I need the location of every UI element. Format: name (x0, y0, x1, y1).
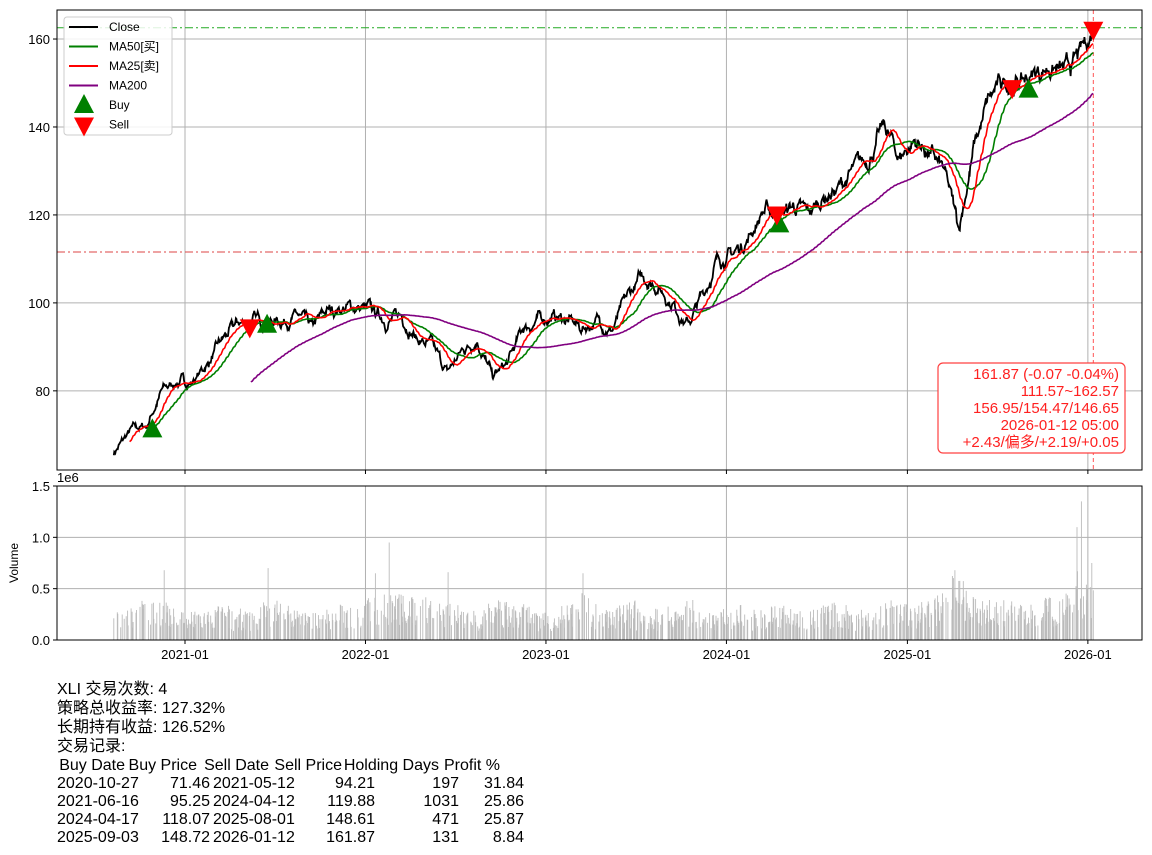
trade-markers (142, 21, 1104, 438)
column-header: Buy Price (128, 757, 197, 774)
table-cell: 148.61 (326, 811, 375, 828)
table-cell: 161.87 (326, 829, 375, 846)
ma25-line (129, 43, 1094, 443)
strategy-return: 策略总收益率: 127.32% (57, 700, 226, 717)
table-cell: 197 (432, 775, 459, 792)
table-row: 2025-09-03 148.72 2026-01-12 161.87 131 8.84 (0, 829, 560, 847)
buy-hold-return: 长期持有收益: 126.52% (57, 719, 226, 736)
table-row: 2020-10-27 71.46 2021-05-12 94.21 197 31.84 (0, 775, 560, 793)
table-cell: 2021-05-12 (213, 775, 295, 792)
column-header: Holding Days (343, 757, 439, 774)
legend-label: Buy (109, 98, 130, 112)
price-series (112, 30, 1095, 456)
legend-label: MA25[卖] (109, 59, 159, 73)
table-cell: 118.07 (162, 811, 210, 828)
table-cell: 2025-08-01 (213, 811, 295, 828)
volume-bars (113, 501, 1094, 640)
strategy-summary: XLI 交易次数: 4 策略总收益率: 127.32% 长期持有收益: 126.… (57, 680, 225, 756)
volume-tick-label: 0.5 (32, 582, 50, 597)
table-cell: 2024-04-12 (213, 793, 295, 810)
sell-marker (1083, 21, 1104, 41)
annotation-line: +2.43/偏多/+2.19/+0.05 (963, 434, 1119, 451)
buy-legend-icon (74, 94, 94, 113)
y-tick-label: 100 (28, 296, 50, 311)
sell-marker (1002, 80, 1023, 100)
buy-marker (1018, 78, 1039, 98)
legend: Close MA50[买] MA25[卖] MA200 Buy Sell (63, 16, 173, 137)
table-row: 2021-06-16 95.25 2024-04-12 119.88 1031 25.86 (0, 793, 560, 811)
y-tick-label: 80 (36, 384, 50, 399)
volume-tick-label: 0.0 (32, 633, 50, 648)
table-cell: 2026-01-12 (213, 829, 295, 846)
table-cell: 119.88 (327, 793, 375, 810)
price-axes-frame (56, 9, 1143, 471)
legend-label: MA200 (109, 79, 147, 93)
sell-legend-icon (74, 117, 94, 137)
buy-marker (769, 213, 790, 233)
table-row: 2024-04-17 118.07 2025-08-01 148.61 471 25.87 (0, 811, 560, 829)
reference-lines (57, 10, 1142, 470)
table-cell: 2024-04-17 (57, 811, 139, 828)
table-cell: 25.87 (483, 811, 524, 828)
volume-tick-label: 1.0 (32, 530, 50, 545)
annotation-line: 156.95/154.47/146.65 (973, 400, 1119, 417)
annotation-box (937, 362, 1126, 454)
volume-tick-label: 1.5 (32, 479, 50, 494)
trade-log-title: 交易记录: (57, 738, 126, 755)
table-cell: 8.84 (492, 829, 524, 846)
column-header: Buy Date (59, 757, 125, 774)
x-tick-label: 2022-01 (342, 647, 390, 662)
volume-axes-frame (56, 485, 1143, 641)
price-annotation: 161.87 (-0.07 -0.04%)111.57~162.57156.95… (937, 362, 1126, 454)
legend-label: Sell (109, 118, 129, 132)
column-header: Sell Date (204, 757, 269, 774)
table-header: Buy Date Buy Price Sell Date Sell Price Hold… (0, 757, 560, 775)
volume-axis-label: Volume (7, 543, 21, 583)
trade-table: Buy Date Buy Price Sell Date Sell Price Hold… (0, 757, 560, 847)
ma200-line (250, 92, 1094, 383)
sell-marker (766, 206, 787, 226)
y-tick-label: 140 (28, 120, 50, 135)
sell-marker (239, 319, 260, 339)
axis-ticks: 2021-01 2022-01 2023-01 2024-01 2025-01 2026-… (28, 32, 1111, 662)
buy-marker (142, 418, 163, 438)
annotation-line: 2026-01-12 05:00 (1001, 417, 1119, 434)
trade-count: XLI 交易次数: 4 (57, 681, 168, 698)
column-header: Sell Price (274, 757, 342, 774)
buy-marker (257, 313, 278, 333)
table-cell: 31.84 (483, 775, 524, 792)
table-cell: 2021-06-16 (57, 793, 139, 810)
table-cell: 71.46 (169, 775, 210, 792)
volume-scale-label: 1e6 (57, 470, 79, 485)
table-cell: 131 (432, 829, 459, 846)
table-cell: 471 (432, 811, 459, 828)
close-line (112, 30, 1095, 456)
y-tick-label: 160 (28, 32, 50, 47)
x-tick-label: 2024-01 (703, 647, 751, 662)
table-cell: 1031 (423, 793, 459, 810)
x-tick-label: 2025-01 (884, 647, 932, 662)
annotation-line: 161.87 (-0.07 -0.04%) (973, 366, 1119, 383)
x-tick-label: 2023-01 (522, 647, 570, 662)
table-cell: 95.25 (169, 793, 210, 810)
column-header: Profit % (443, 757, 500, 774)
table-cell: 94.21 (334, 775, 375, 792)
table-cell: 148.72 (161, 829, 210, 846)
table-cell: 2020-10-27 (57, 775, 139, 792)
annotation-line: 111.57~162.57 (1021, 383, 1119, 400)
legend-label: Close (109, 20, 140, 34)
x-tick-label: 2026-01 (1064, 647, 1112, 662)
table-cell: 2025-09-03 (57, 829, 139, 846)
legend-label: MA50[买] (109, 40, 159, 54)
y-tick-label: 120 (28, 208, 50, 223)
table-cell: 25.86 (483, 793, 524, 810)
x-tick-label: 2021-01 (161, 647, 209, 662)
